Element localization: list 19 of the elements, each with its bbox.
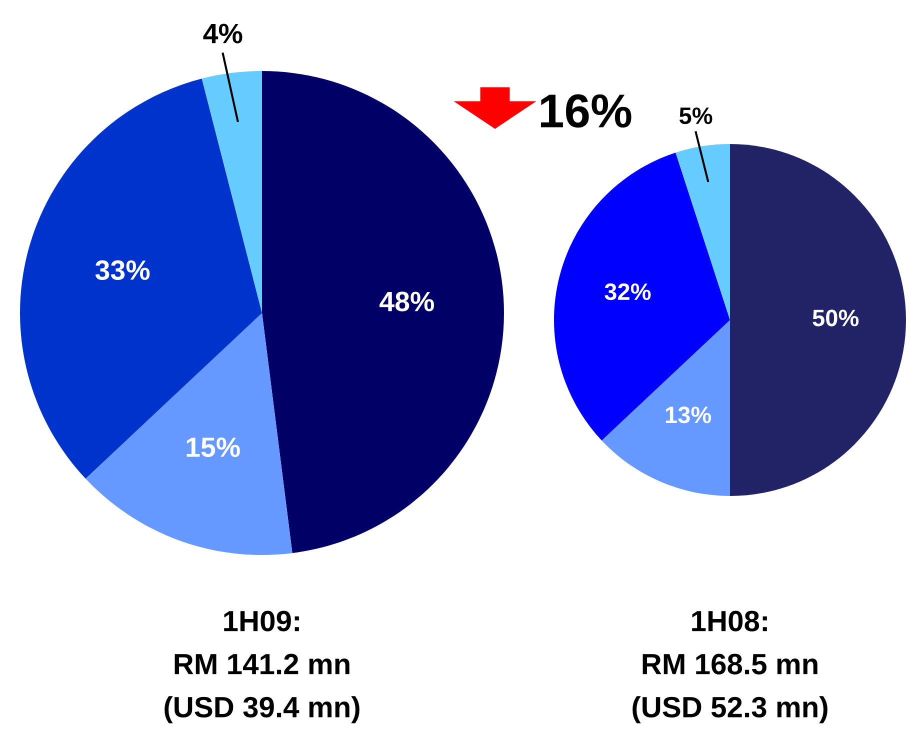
data-label: 32% [604,283,651,300]
data-label: 50% [812,310,859,326]
data-label: 13% [666,406,712,424]
pie-slice [602,320,730,496]
pie-slice [676,144,730,320]
data-label: 15% [186,437,240,458]
data-label: 33% [95,260,150,280]
pie-slice [554,152,730,440]
pie-slice [20,78,262,479]
data-label: 4% [203,24,242,44]
data-label: 5% [679,107,712,124]
text: 16% [540,94,632,128]
text: 1H08: RM 168.5 mn (USD 52.3 mn) [632,610,828,724]
pie-slice [730,144,906,496]
data-label: 48% [380,292,434,312]
pie-slice [86,313,292,555]
pie-slice [202,71,262,313]
text: 1H09: RM 141.2 mn (USD 39.4 mn) [164,610,360,724]
pie-slice [262,71,504,554]
